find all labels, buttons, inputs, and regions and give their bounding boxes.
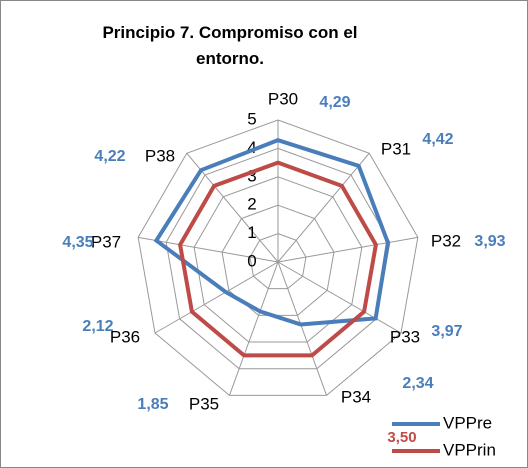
spoke <box>228 261 279 396</box>
grid-ring <box>249 233 307 290</box>
legend-label: VPPrin <box>443 440 496 459</box>
y-tick-label: 0 <box>247 251 256 270</box>
spoke <box>277 261 328 396</box>
grid-ring <box>137 119 419 396</box>
value-label: 4,42 <box>422 131 453 148</box>
spoke <box>277 152 370 263</box>
category-label: P30 <box>268 89 298 108</box>
spoke <box>138 236 279 263</box>
category-label: P35 <box>189 394 219 413</box>
y-tick-label: 3 <box>247 166 256 185</box>
series-line <box>178 160 378 358</box>
value-label: 4,35 <box>62 234 93 251</box>
category-label: P32 <box>431 231 461 250</box>
chart-title: Principio 7. Compromiso con el entorno. <box>102 23 357 68</box>
value-label: 4,22 <box>94 148 125 165</box>
grid-ring <box>193 176 363 343</box>
value-label: 4,29 <box>319 94 350 111</box>
legend-label: VPPre <box>443 413 492 432</box>
category-label: P33 <box>390 327 420 346</box>
value-label: 3,93 <box>474 233 505 250</box>
category-label: P34 <box>341 387 371 406</box>
y-tick-label: 1 <box>247 223 256 242</box>
spoke <box>277 261 402 334</box>
spoke <box>154 261 279 334</box>
y-tick-label: 4 <box>247 138 256 157</box>
y-tick-label: 5 <box>247 109 256 128</box>
series-line <box>153 138 390 327</box>
y-tick-label: 2 <box>247 195 256 214</box>
value-label: 1,85 <box>137 396 168 413</box>
value-label: 3,50 <box>387 429 416 446</box>
category-label: P36 <box>110 327 140 346</box>
value-label: 3,97 <box>431 323 462 340</box>
grid-ring <box>165 147 391 370</box>
spoke <box>277 236 418 263</box>
value-label: 2,34 <box>402 375 433 392</box>
category-label: P31 <box>381 139 411 158</box>
category-label: P38 <box>145 146 175 165</box>
category-label: P37 <box>91 232 121 251</box>
value-label: 2,12 <box>82 318 113 335</box>
